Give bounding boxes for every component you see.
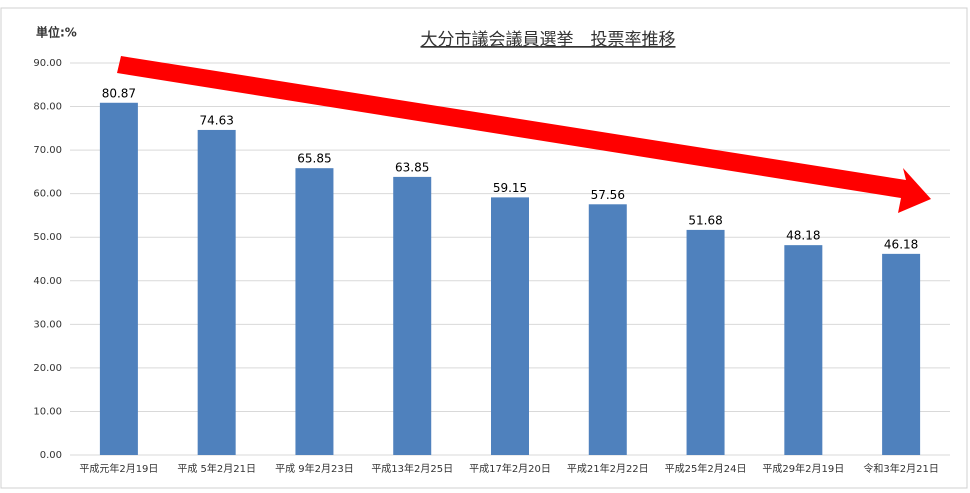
y-tick-label: 0.00 [40, 450, 62, 461]
bar [686, 229, 725, 455]
x-tick-label: 平成29年2月19日 [762, 462, 844, 475]
y-tick-label: 40.00 [33, 276, 62, 287]
x-tick-label: 平成元年2月19日 [79, 462, 158, 475]
data-label: 48.18 [786, 229, 820, 243]
y-tick-label: 80.00 [33, 102, 62, 113]
x-tick-label: 令和3年2月21日 [863, 462, 938, 475]
bar [491, 197, 529, 455]
y-tick-label: 90.00 [33, 58, 62, 69]
y-tick-label: 70.00 [33, 145, 62, 156]
x-tick-label: 平成17年2月20日 [469, 462, 551, 475]
bar [197, 129, 236, 455]
bar [588, 204, 627, 455]
y-tick-label: 60.00 [33, 189, 62, 200]
data-label: 46.18 [884, 237, 918, 251]
x-tick-label: 平成 9年2月23日 [275, 462, 354, 475]
chart-title: 大分市議会議員選挙 投票率推移 [421, 30, 676, 50]
data-label: 74.63 [199, 113, 233, 127]
data-label: 57.56 [591, 188, 625, 202]
bar [295, 168, 334, 456]
y-tick-label: 20.00 [33, 363, 62, 374]
data-label: 63.85 [395, 160, 429, 174]
data-label: 59.15 [493, 181, 527, 195]
bar [784, 245, 823, 455]
y-tick-label: 50.00 [33, 232, 62, 243]
x-tick-label: 平成25年2月24日 [665, 462, 747, 475]
trend-arrow [117, 56, 931, 213]
data-label: 65.85 [297, 152, 331, 166]
y-tick-label: 10.00 [33, 406, 62, 417]
data-label: 51.68 [688, 213, 722, 227]
bar [882, 253, 921, 455]
data-label: 80.87 [102, 86, 136, 100]
x-tick-label: 平成 5年2月21日 [177, 462, 256, 475]
unit-label: 単位:% [36, 25, 77, 40]
x-tick-label: 平成21年2月22日 [567, 462, 649, 475]
x-tick-label: 平成13年2月25日 [371, 462, 453, 475]
bar [393, 176, 432, 456]
y-tick-label: 30.00 [33, 319, 62, 330]
bar [99, 102, 138, 455]
